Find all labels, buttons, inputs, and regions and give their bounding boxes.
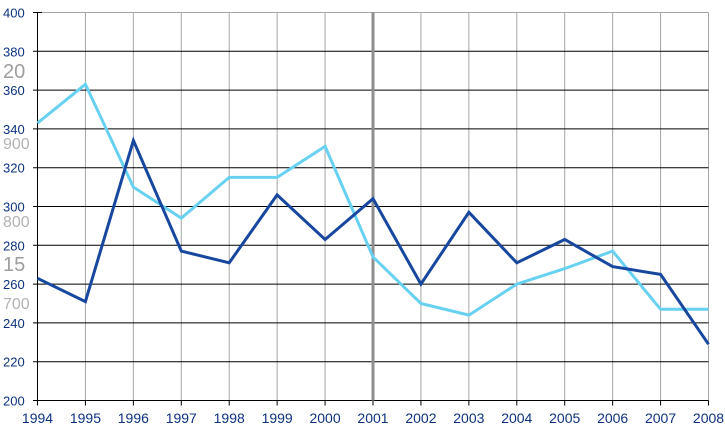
x-tick-label: 2008 — [693, 410, 724, 426]
y-tick-label: 320 — [3, 161, 25, 176]
y-tick-label: 400 — [3, 6, 25, 21]
y-tick-label: 380 — [3, 44, 25, 59]
x-tick-label: 2004 — [501, 410, 532, 426]
ghost-axis-label: 15 — [3, 254, 25, 276]
ghost-axis-label: 900 — [3, 136, 30, 153]
x-tick-label: 2007 — [645, 410, 676, 426]
x-tick-label: 2005 — [549, 410, 580, 426]
x-tick-label: 2002 — [405, 410, 436, 426]
y-tick-label: 200 — [3, 394, 25, 409]
x-tick-label: 1999 — [262, 410, 293, 426]
y-tick-label: 360 — [3, 83, 25, 98]
x-tick-label: 2003 — [453, 410, 484, 426]
x-tick-label: 1996 — [118, 410, 149, 426]
y-tick-label: 340 — [3, 122, 25, 137]
x-tick-label: 1998 — [214, 410, 245, 426]
x-tick-label: 1994 — [22, 410, 53, 426]
y-tick-label: 220 — [3, 355, 25, 370]
dark-blue-series-line — [36, 136, 710, 346]
x-tick-label: 1997 — [166, 410, 197, 426]
x-tick-label: 2001 — [357, 410, 388, 426]
y-tick-label: 300 — [3, 200, 25, 215]
y-tick-label: 280 — [3, 238, 25, 253]
x-tick-label: 2000 — [309, 410, 340, 426]
x-tick-label: 1995 — [70, 410, 101, 426]
ghost-axis-label: 20 — [3, 61, 25, 83]
ghost-axis-label: 700 — [3, 296, 30, 313]
ghost-axis-label: 800 — [3, 214, 30, 231]
x-tick-label: 2006 — [597, 410, 628, 426]
y-tick-label: 260 — [3, 277, 25, 292]
y-tick-label: 240 — [3, 316, 25, 331]
